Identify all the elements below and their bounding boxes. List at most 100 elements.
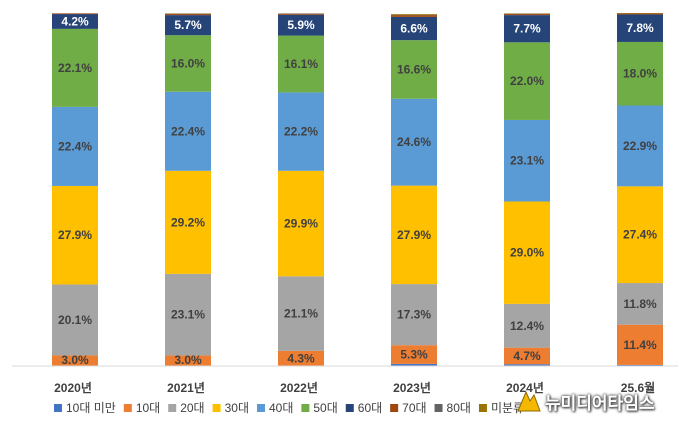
legend-swatch	[212, 404, 221, 412]
logo-mark-icon	[517, 390, 541, 412]
bars-layer: 3.0% 20.1% 27.9% 22.4% 22.1% 4.2% 3.0% 23.1% 29.…	[52, 13, 663, 367]
data-label: 16.0%	[171, 56, 205, 70]
bar-segment	[504, 15, 550, 43]
bar-segment	[278, 350, 324, 366]
data-label: 27.9%	[58, 228, 92, 242]
data-label: 23.1%	[171, 308, 205, 322]
bar-segment	[504, 42, 550, 120]
bar-segment	[52, 185, 98, 285]
bar-segment	[504, 303, 550, 348]
data-label: 5.3%	[400, 348, 428, 362]
x-tick-label: 2023년	[393, 381, 431, 395]
legend-swatch	[434, 404, 443, 412]
data-label: 23.1%	[510, 154, 544, 168]
data-label: 4.7%	[513, 349, 541, 363]
data-label: 6.6%	[400, 22, 428, 36]
x-tick-label: 2021년	[167, 381, 205, 395]
bar-segment	[617, 324, 663, 365]
legend-swatch	[256, 404, 265, 412]
bar-segment	[165, 170, 211, 274]
x-tick-label: 2024년	[506, 381, 544, 395]
data-label: 3.0%	[61, 353, 89, 367]
bar-segment	[617, 14, 663, 42]
bar-segment	[391, 16, 437, 41]
data-label: 20.1%	[58, 313, 92, 327]
legend-swatch	[301, 404, 310, 412]
bar-segment	[165, 355, 211, 366]
watermark-text: 뉴미디어타임스	[545, 393, 655, 413]
bar-segment	[617, 364, 663, 366]
legend-label: 20대	[180, 401, 204, 415]
bar-segment	[504, 364, 550, 366]
bar-segment	[52, 284, 98, 356]
bar-segment	[391, 284, 437, 346]
data-label: 16.1%	[284, 57, 318, 71]
data-label: 16.6%	[397, 62, 431, 76]
bar-segment	[278, 35, 324, 93]
data-label: 22.4%	[171, 124, 205, 138]
data-label: 27.4%	[623, 228, 657, 242]
bar-segment	[165, 273, 211, 356]
data-label: 22.0%	[510, 74, 544, 88]
bar-segment	[52, 14, 98, 29]
bar-segment	[165, 14, 211, 16]
data-label: 4.2%	[61, 14, 89, 28]
legend-swatch	[123, 404, 132, 412]
bar-segment	[278, 92, 324, 171]
bar-segment	[278, 13, 324, 15]
bar-segment	[504, 347, 550, 365]
legend-label: 10대 미만	[66, 401, 116, 415]
bar-segment	[391, 14, 437, 15]
data-label: 22.1%	[58, 61, 92, 75]
bar-segment	[617, 186, 663, 284]
data-label: 4.3%	[287, 351, 315, 365]
legend-swatch	[478, 404, 487, 412]
bar-segment	[278, 14, 324, 36]
bar-segment	[391, 345, 437, 364]
data-label: 11.4%	[623, 338, 657, 352]
bar-segment	[52, 106, 98, 186]
bar-segment	[165, 15, 211, 36]
data-label: 29.9%	[284, 217, 318, 231]
bar-segment	[165, 35, 211, 92]
bar-segment	[165, 91, 211, 171]
bar-segment	[391, 15, 437, 17]
data-label: 18.0%	[623, 67, 657, 81]
data-label: 27.9%	[397, 228, 431, 242]
bar-segment	[391, 363, 437, 366]
bar-segment	[617, 283, 663, 325]
bar-segment	[391, 185, 437, 285]
data-label: 29.2%	[171, 215, 205, 229]
legend: 10대 미만 10대 20대 30대 40대 50대 60대 70대 80대 미분류	[54, 401, 524, 415]
x-tick-label: 2020년	[54, 381, 92, 395]
bar-segment	[52, 355, 98, 366]
data-label: 7.7%	[513, 22, 541, 36]
watermark-logo: 뉴미디어타임스	[516, 384, 686, 418]
legend-label: 50대	[313, 401, 337, 415]
bar-segment	[617, 41, 663, 106]
data-label: 29.0%	[510, 246, 544, 260]
bar-segment	[504, 14, 550, 16]
legend-label: 10대	[136, 401, 160, 415]
legend-label: 미분류	[491, 401, 524, 415]
legend-swatch	[390, 404, 399, 412]
bar-segment	[617, 13, 663, 15]
data-label: 11.8%	[623, 297, 657, 311]
legend-label: 70대	[402, 401, 426, 415]
bar-segment	[391, 40, 437, 99]
bar-segment	[391, 98, 437, 186]
data-label: 22.9%	[623, 139, 657, 153]
x-tick-label: 2022년	[280, 381, 318, 395]
data-label: 12.4%	[510, 319, 544, 333]
x-axis-labels: 2020년 2021년 2022년 2023년 2024년 25.6월	[54, 380, 655, 395]
bar-segment	[52, 13, 98, 15]
data-label: 5.9%	[287, 18, 315, 32]
legend-swatch	[168, 404, 177, 412]
legend-swatch	[54, 404, 62, 412]
legend-label: 60대	[358, 401, 382, 415]
data-label: 7.8%	[626, 21, 654, 35]
data-label: 22.4%	[58, 139, 92, 153]
legend-label: 40대	[269, 401, 293, 415]
data-label: 3.0%	[174, 353, 202, 367]
bar-segment	[617, 105, 663, 187]
